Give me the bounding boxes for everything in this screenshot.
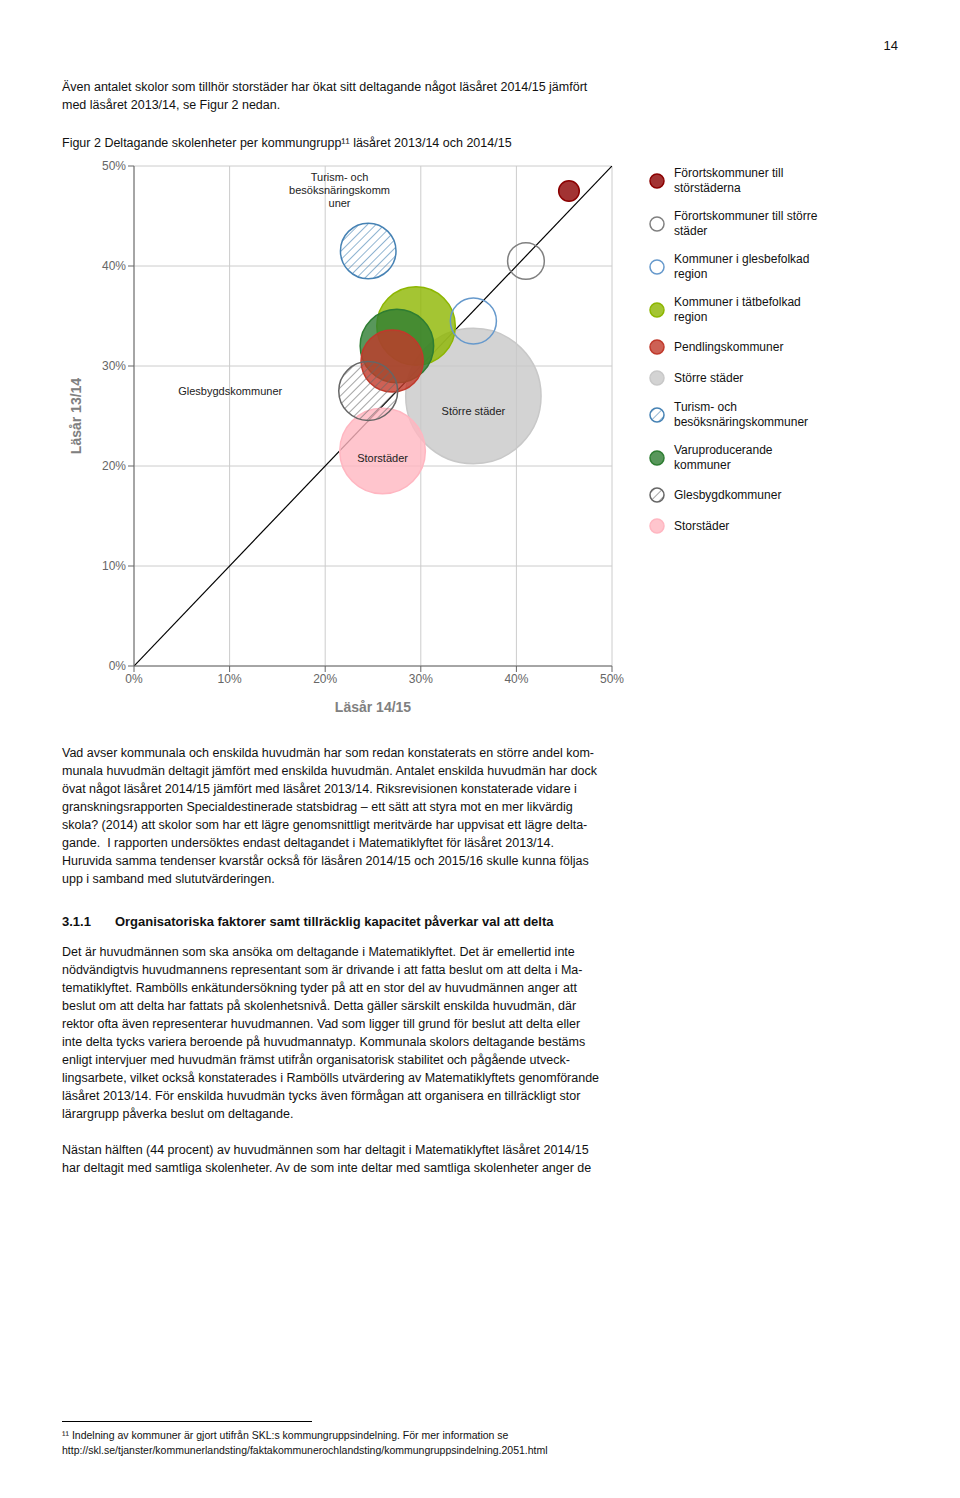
- svg-text:Läsår 14/15: Läsår 14/15: [335, 699, 411, 715]
- svg-text:10%: 10%: [218, 672, 242, 686]
- html-text:Pendlingskommuner: Pendlingskommuner: [674, 339, 784, 354]
- html-text:Varuproducerande kommuner: Varuproducerande kommuner: [674, 443, 773, 472]
- html-text:Glesbygdkommuner: Glesbygdkommuner: [674, 487, 782, 502]
- html-text:3.1.1: 3.1.1: [62, 914, 91, 929]
- html-text:Figur 2 Deltagande skolenheter: Figur 2 Deltagande skolenheter per kommu…: [62, 136, 512, 150]
- svg-text:40%: 40%: [102, 259, 126, 273]
- html-text:Organisatoriska faktorer samt: Organisatoriska faktorer samt tillräckli…: [114, 914, 554, 929]
- svg-text:20%: 20%: [313, 672, 337, 686]
- html-text:Kommuner i glesbefolkad region: Kommuner i glesbefolkad region: [674, 252, 810, 281]
- svg-text:0%: 0%: [125, 672, 143, 686]
- html-text:Även antalet skolor som tillhö: Även antalet skolor som tillhör storstäd…: [62, 80, 588, 112]
- svg-text:30%: 30%: [409, 672, 433, 686]
- html-text:Storstäder: Storstäder: [674, 518, 730, 533]
- html-text:Större städer: Större städer: [674, 370, 744, 385]
- html-text:Kommuner i tätbefolkad region: Kommuner i tätbefolkad region: [674, 295, 801, 324]
- svg-text:50%: 50%: [102, 159, 126, 173]
- html-text:Förortskommuner till större st: Förortskommuner till större städer: [674, 209, 818, 238]
- svg-text:50%: 50%: [600, 672, 624, 686]
- svg-text:10%: 10%: [102, 559, 126, 573]
- svg-text:Glesbygdskommuner: Glesbygdskommuner: [178, 385, 282, 397]
- html-text:Det är huvudmännen som ska ans: Det är huvudmännen som ska ansöka om del…: [62, 945, 600, 1121]
- html-text:14: 14: [883, 38, 898, 53]
- svg-text:Läsår 13/14: Läsår 13/14: [68, 378, 84, 454]
- svg-text:40%: 40%: [504, 672, 528, 686]
- svg-text:0%: 0%: [109, 659, 127, 673]
- svg-text:20%: 20%: [102, 459, 126, 473]
- html-text:¹¹ Indelning av kommuner är gj: ¹¹ Indelning av kommuner är gjort utifrå…: [62, 1429, 548, 1456]
- html-text:Förortskommuner till störstäde: Förortskommuner till störstäderna: [674, 166, 784, 195]
- svg-text:30%: 30%: [102, 359, 126, 373]
- html-text:Turism- och besöksnäringskommu: Turism- och besöksnäringskommuner: [674, 400, 809, 429]
- svg-text:Storstäder: Storstäder: [357, 452, 408, 464]
- svg-text:Turism- ochbesöksnäringskommun: Turism- ochbesöksnäringskommuner: [289, 171, 390, 209]
- html-text:Nästan hälften (44 procent) av: Nästan hälften (44 procent) av huvudmänn…: [62, 1143, 592, 1175]
- svg-text:Större städer: Större städer: [442, 405, 506, 417]
- html-text:Vad avser kommunala och enskil: Vad avser kommunala och enskilda huvudmä…: [62, 746, 597, 886]
